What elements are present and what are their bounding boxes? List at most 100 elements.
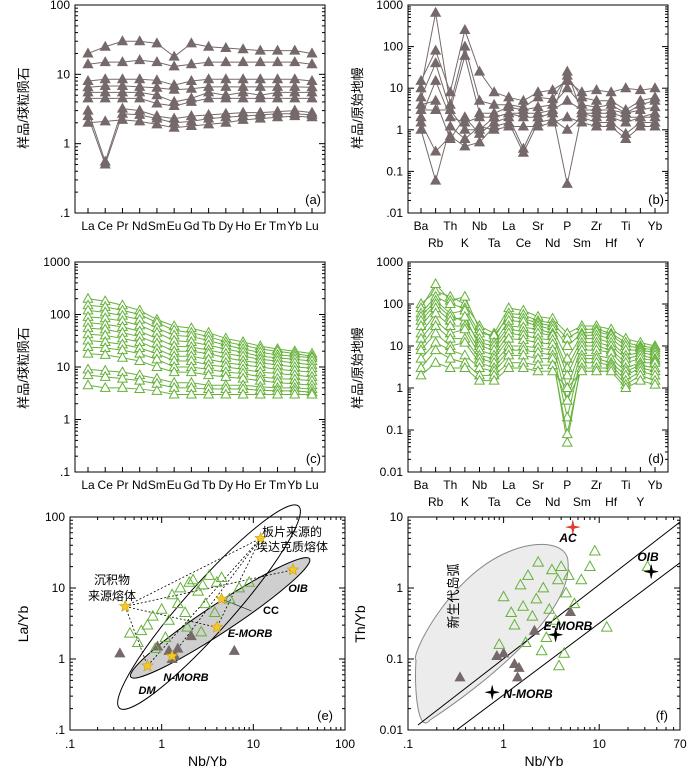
endmember-star	[210, 620, 224, 633]
y-axis-label-d: 样品/原始地幔	[350, 327, 365, 409]
data-point-d-s13	[532, 365, 544, 376]
x-category-label-b: Yb	[648, 219, 663, 233]
data-point-a-s2	[306, 58, 318, 69]
data-point-d-s13	[473, 374, 486, 385]
mixing-line	[125, 569, 293, 607]
y-axis-label-a: 样品/球粒陨石	[16, 67, 31, 149]
sample-point-filled-f	[513, 661, 525, 672]
x-category-label-d: Ta	[488, 495, 501, 509]
data-point-a-s2	[99, 56, 111, 67]
data-point-a-s9	[271, 111, 284, 122]
sample-point-open-f	[568, 597, 581, 609]
y-axis-label-e: La/Yb	[15, 605, 31, 642]
data-point-a-s6	[185, 95, 197, 106]
data-point-b-s8	[547, 107, 559, 118]
data-point-a-s9	[151, 118, 163, 129]
sample-point-filled-e	[185, 630, 197, 641]
annotation-e-morb: E-MORB	[544, 619, 593, 633]
x-category-label-c: Ce	[98, 478, 114, 492]
x-category-label-a: Pr	[116, 219, 128, 233]
sample-point-filled-f	[454, 671, 466, 682]
annotation-adakitic-melt: 埃达克质熔体	[256, 539, 328, 554]
sample-point-open-f	[555, 560, 568, 571]
x-category-label-c: Nd	[132, 478, 147, 492]
sample-point-open-f	[559, 586, 573, 598]
data-point-a-s6	[271, 92, 284, 103]
data-point-d-s2	[459, 290, 471, 301]
data-point-b-s8	[561, 65, 573, 76]
data-point-b-s8	[430, 103, 442, 114]
y-axis-label-b: 样品/原始地幔	[350, 67, 365, 149]
data-point-b-s8	[532, 111, 544, 122]
data-point-b-s6	[517, 146, 529, 157]
data-point-d-s12	[561, 394, 573, 405]
data-point-c-s13	[220, 388, 232, 399]
data-point-d-s13	[444, 361, 456, 372]
data-point-c-s10	[151, 360, 163, 371]
data-point-b-s2	[430, 6, 442, 17]
sample-point-open-e	[162, 613, 176, 625]
data-point-a-s6	[237, 92, 249, 103]
sample-point-open-e	[123, 626, 136, 638]
sample-point-open-f	[508, 618, 521, 630]
data-point-b-s7	[620, 133, 632, 144]
endmember-star	[565, 520, 580, 535]
data-point-d-s12	[430, 344, 442, 355]
x-category-label-d: La	[502, 478, 516, 492]
y-tick-label-b: 0.1	[386, 164, 403, 178]
data-point-d-s9	[561, 411, 573, 422]
data-point-b-s1	[430, 44, 442, 55]
sample-point-open-f	[543, 602, 556, 614]
x-category-label-c: Er	[254, 478, 266, 492]
sample-point-open-f	[505, 606, 518, 617]
data-point-d-s13	[503, 361, 515, 372]
x-category-label-a: Tm	[269, 219, 286, 233]
data-point-a-s1	[168, 50, 180, 61]
y-tick-label-d: 0.1	[386, 423, 403, 437]
data-point-b-s7	[634, 120, 646, 131]
data-point-a-s2	[237, 56, 249, 67]
data-point-c-s13	[271, 388, 284, 399]
panel-c: .1 1 10 100 1000 La Ce Pr Nd Sm Eu Gd Tb Dy Ho Er Tm Yb Lu…	[16, 255, 326, 492]
sample-point-open-e	[149, 642, 162, 653]
cc-leader-line	[221, 598, 252, 612]
sample-point-open-e	[223, 592, 236, 604]
data-point-d-s13	[488, 374, 500, 385]
data-point-a-s2	[82, 58, 94, 69]
data-point-b-s3	[459, 49, 471, 60]
data-point-a-s6	[220, 92, 232, 103]
x-category-label-b: Nd	[545, 236, 560, 250]
plot-frame-d	[407, 261, 669, 473]
annotation-arc-field: 新生代岛弧	[446, 563, 461, 628]
x-category-label-c: Yb	[287, 478, 302, 492]
sample-point-open-f	[521, 568, 535, 580]
x-category-label-c: Tb	[202, 478, 216, 492]
data-point-c-s13	[185, 388, 197, 399]
data-point-b-s7	[590, 120, 603, 131]
data-point-a-s6	[306, 92, 318, 103]
y-tick-label-b: 10	[390, 81, 404, 95]
x-category-label-a: Er	[254, 219, 266, 233]
data-point-b-s8	[473, 123, 486, 134]
sample-point-open-f	[562, 568, 575, 580]
x-category-label-d: Ce	[516, 495, 532, 509]
y-tick-label-e: 100	[45, 510, 65, 524]
sample-point-open-e	[166, 588, 179, 600]
data-point-a-s2	[220, 56, 232, 67]
x-category-label-c: Pr	[116, 478, 128, 492]
data-point-d-s2	[430, 277, 442, 288]
sample-point-open-e	[196, 578, 209, 590]
data-point-c-s13	[151, 384, 163, 395]
data-point-d-s13	[415, 369, 427, 380]
endmember-star	[141, 659, 154, 672]
data-point-a-s6	[116, 92, 129, 103]
data-point-b-s1	[459, 24, 471, 35]
data-point-b-s8	[415, 103, 427, 114]
x-axis-label-f: Nb/Yb	[525, 753, 564, 769]
data-point-d-s13	[430, 356, 442, 367]
sample-point-open-e	[215, 571, 228, 582]
x-category-label-c: Tm	[269, 478, 286, 492]
data-point-d-s10	[459, 336, 471, 347]
data-point-c-s10	[203, 369, 215, 380]
sample-point-open-e	[183, 575, 196, 587]
